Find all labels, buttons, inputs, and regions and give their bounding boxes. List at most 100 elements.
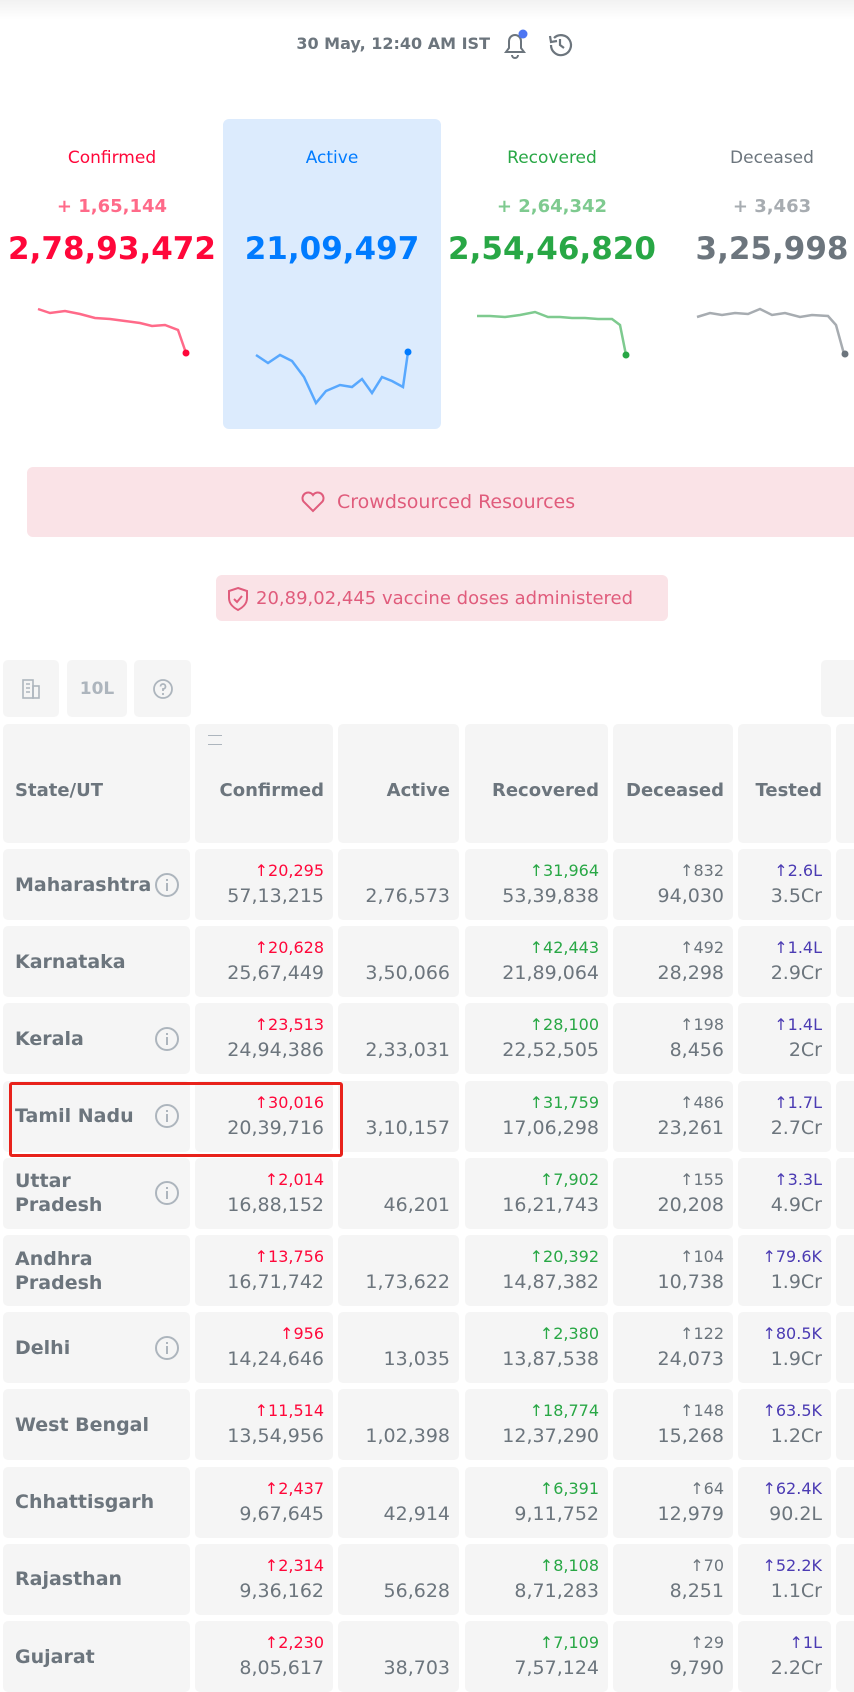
total: 94,030 (657, 885, 724, 907)
column-header[interactable]: Confirmed (219, 780, 324, 801)
data-cell: 42,914 (338, 1466, 459, 1538)
state-name[interactable]: Andhra Pradesh (15, 1247, 103, 1294)
state-cell[interactable]: Rajasthan (3, 1543, 190, 1615)
state-name[interactable]: Gujarat (15, 1645, 95, 1668)
total: 24,073 (657, 1348, 724, 1371)
info-icon[interactable] (155, 1026, 179, 1051)
state-name[interactable]: Kerala (15, 1027, 84, 1050)
state-cell[interactable]: Andhra Pradesh (3, 1235, 190, 1306)
delta: ↑956 (280, 1324, 324, 1344)
column-header[interactable]: Tested (755, 780, 822, 801)
total: 14,87,382 (502, 1271, 599, 1293)
summary-label[interactable]: Deceased (730, 148, 814, 168)
state-cell[interactable]: Chhattisgarh (3, 1466, 190, 1538)
data-cell: ↑28,100 22,52,505 (465, 1003, 608, 1075)
total: 3,10,157 (365, 1116, 450, 1139)
total: 22,52,505 (502, 1039, 599, 1062)
data-cell: ↑20,295 57,13,215 (195, 849, 333, 920)
header-cell[interactable]: Tested (738, 724, 831, 843)
state-name[interactable]: Tamil Nadu (15, 1105, 134, 1128)
state-cell[interactable]: Maharashtra (3, 849, 190, 920)
data-cell (836, 1466, 854, 1538)
delta: ↑31,964 (529, 861, 599, 880)
total: 15,268 (657, 1425, 724, 1448)
state-cell[interactable]: Gujarat (3, 1621, 190, 1692)
data-cell (836, 1003, 854, 1075)
total: 23,261 (657, 1116, 724, 1139)
data-cell: ↑832 94,030 (613, 849, 733, 920)
delta: ↑486 (680, 1092, 724, 1112)
total: 2.7Cr (770, 1116, 822, 1139)
state-cell[interactable]: West Bengal (3, 1389, 190, 1461)
total: 13,87,538 (502, 1348, 599, 1371)
delta: ↑7,902 (539, 1169, 599, 1189)
info-bar (166, 1114, 168, 1123)
header-cell[interactable]: State/UT (3, 724, 190, 843)
state-cell[interactable]: Delhi (3, 1312, 190, 1384)
state-cell[interactable]: Uttar Pradesh (3, 1157, 190, 1229)
header-cell[interactable] (836, 724, 854, 843)
state-cell[interactable]: Tamil Nadu (3, 1080, 190, 1152)
scale-toggle[interactable] (67, 660, 127, 717)
data-cell (836, 926, 854, 998)
summary-label[interactable]: Recovered (507, 148, 597, 168)
header-cell[interactable]: Recovered (465, 724, 608, 843)
total: 1.1Cr (770, 1579, 822, 1602)
data-cell (836, 1080, 854, 1152)
header-cell[interactable]: Confirmed (195, 724, 333, 843)
delta: ↑2.6L (774, 861, 822, 880)
state-name[interactable]: West Bengal (15, 1413, 150, 1436)
total: 9,36,162 (239, 1579, 324, 1602)
resources-label[interactable]: Crowdsourced Resources (337, 491, 576, 513)
delta: ↑23,513 (254, 1015, 324, 1035)
history-icon[interactable] (546, 31, 574, 59)
data-cell: ↑31,964 53,39,838 (465, 849, 608, 920)
state-district-toggle[interactable] (3, 660, 59, 717)
header-cell[interactable]: Deceased (613, 724, 733, 843)
expand-button[interactable] (821, 660, 854, 717)
total: 1,73,622 (365, 1271, 450, 1293)
summary-delta: + 3,463 (732, 196, 812, 217)
state-name[interactable]: Uttar Pradesh (15, 1170, 103, 1217)
total: 24,94,386 (227, 1039, 324, 1062)
info-icon[interactable] (155, 872, 179, 897)
state-name[interactable]: Delhi (15, 1336, 71, 1359)
scale-toggle-label[interactable]: 10L (79, 679, 115, 699)
column-header[interactable]: Recovered (491, 780, 599, 801)
delta: ↑198 (680, 1015, 724, 1035)
total: 38,703 (383, 1657, 450, 1679)
delta: ↑18,774 (529, 1401, 599, 1421)
delta: ↑1.4L (774, 938, 822, 958)
state-name[interactable]: Rajasthan (15, 1568, 123, 1591)
delta: ↑3.3L (774, 1169, 822, 1189)
column-header[interactable]: Active (386, 780, 450, 801)
state-name[interactable]: Chhattisgarh (15, 1491, 155, 1514)
data-cell: ↑1.7L 2.7Cr (738, 1080, 831, 1152)
column-header[interactable]: State/UT (15, 780, 103, 801)
header-cell[interactable]: Active (338, 724, 459, 843)
total: 53,39,838 (502, 885, 599, 907)
data-cell: ↑8,108 8,71,283 (465, 1543, 608, 1615)
notification-bell[interactable] (500, 28, 530, 60)
state-name[interactable]: Maharashtra (15, 873, 152, 896)
delta: ↑28,100 (529, 1015, 599, 1035)
total: 16,21,743 (502, 1193, 599, 1216)
info-icon[interactable] (155, 1335, 179, 1360)
column-header[interactable]: Deceased (626, 780, 724, 801)
info-icon[interactable] (155, 1104, 179, 1129)
info-icon[interactable] (155, 1181, 179, 1206)
data-cell: ↑148 15,268 (613, 1389, 733, 1461)
data-cell: ↑30,016 20,39,716 (195, 1080, 333, 1152)
state-cell[interactable]: Karnataka (3, 926, 190, 998)
total: 1,02,398 (365, 1425, 450, 1448)
top-bar (0, 0, 854, 20)
resources-button[interactable] (27, 467, 854, 537)
data-cell: ↑7,109 7,57,124 (465, 1621, 608, 1692)
state-name[interactable]: Karnataka (15, 950, 126, 973)
data-cell (836, 1157, 854, 1229)
summary-label[interactable]: Confirmed (67, 148, 157, 168)
summary-label[interactable]: Active (305, 148, 359, 168)
delta: ↑52.2K (762, 1555, 822, 1575)
state-cell[interactable]: Kerala (3, 1003, 190, 1075)
